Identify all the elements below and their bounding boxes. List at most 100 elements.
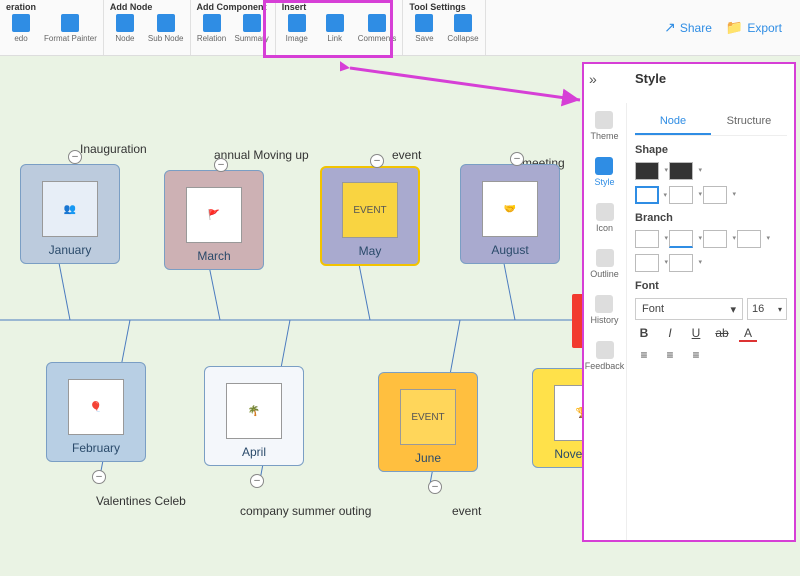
branch-align[interactable] — [737, 230, 761, 248]
node-apr[interactable]: 🌴 April — [204, 366, 304, 466]
shape-border-width[interactable] — [703, 186, 727, 204]
branch-dash[interactable] — [635, 254, 659, 272]
summary-icon — [243, 14, 261, 32]
group-title: Insert — [282, 2, 397, 12]
collapse-toggle[interactable]: – — [68, 150, 82, 164]
link-icon — [326, 14, 344, 32]
strike-button[interactable]: ab — [713, 326, 731, 342]
relation-icon — [203, 14, 221, 32]
link-button[interactable]: Link — [320, 14, 350, 43]
underline-button[interactable]: U — [687, 326, 705, 342]
group-tool-settings: Tool Settings Save Collapse — [403, 0, 485, 55]
comments-button[interactable]: Comments — [358, 14, 397, 43]
share-button[interactable]: ↗Share — [664, 19, 712, 36]
node-label: February — [72, 441, 120, 455]
panel-title: Style — [635, 71, 666, 86]
history-icon — [595, 295, 613, 313]
italic-button[interactable]: I — [661, 326, 679, 342]
collapse-toggle[interactable]: – — [92, 470, 106, 484]
node-button[interactable]: Node — [110, 14, 140, 43]
collapse-toggle[interactable]: – — [214, 158, 228, 172]
node-feb[interactable]: 🎈February — [46, 362, 146, 462]
section-font: Font — [635, 280, 787, 292]
bold-button[interactable]: B — [635, 326, 653, 342]
format-painter-button[interactable]: Format Painter — [44, 14, 97, 43]
node-label: May — [359, 244, 382, 258]
save-button[interactable]: Save — [409, 14, 439, 43]
subnode-icon — [157, 14, 175, 32]
node-label: April — [242, 445, 266, 459]
sidetab-theme[interactable]: Theme — [590, 111, 618, 141]
node-thumb: 👥 — [42, 181, 98, 237]
save-icon — [415, 14, 433, 32]
align-right-button[interactable]: ≡ — [687, 348, 705, 362]
collapse-toggle[interactable]: – — [510, 152, 524, 166]
toolbar: eration edo Format Painter Add Node Node… — [0, 0, 800, 56]
sidetab-history[interactable]: History — [590, 295, 618, 325]
node-jan[interactable]: 👥 January — [20, 164, 120, 264]
node-icon — [116, 14, 134, 32]
branch-line-color[interactable] — [669, 230, 693, 248]
topic-inauguration[interactable]: Inauguration — [80, 142, 147, 156]
panel-collapse-button[interactable]: » — [589, 71, 597, 87]
node-label: August — [491, 243, 528, 257]
node-thumb: 🤝 — [482, 181, 538, 237]
sidetab-icon[interactable]: Icon — [596, 203, 614, 233]
node-thumb: 🌴 — [226, 383, 282, 439]
group-operation: eration edo Format Painter — [0, 0, 104, 55]
font-size-select[interactable]: 16▾ — [747, 298, 787, 320]
collapse-toggle[interactable]: – — [428, 480, 442, 494]
node-mar[interactable]: 🚩 March — [164, 170, 264, 270]
node-label: March — [197, 249, 230, 263]
export-button[interactable]: 📁Export — [726, 19, 782, 36]
collapse-toggle[interactable]: – — [250, 474, 264, 488]
align-left-button[interactable]: ≡ — [635, 348, 653, 362]
branch-shape[interactable] — [703, 230, 727, 248]
topic-valentines[interactable]: Valentines Celeb — [96, 494, 186, 508]
shape-fill[interactable] — [635, 162, 659, 180]
node-jun[interactable]: EVENTJune — [378, 372, 478, 472]
brush-icon — [61, 14, 79, 32]
toolbar-right: ↗Share 📁Export — [664, 0, 800, 55]
branch-arrow[interactable] — [669, 254, 693, 272]
image-icon — [288, 14, 306, 32]
align-center-button[interactable]: ≡ — [661, 348, 679, 362]
tab-node[interactable]: Node — [635, 109, 711, 135]
node-aug[interactable]: 🤝 August — [460, 164, 560, 264]
topic-event-may[interactable]: event — [392, 148, 421, 162]
panel-side-tabs: Theme Style Icon Outline History Feedbac… — [583, 103, 627, 541]
collapse-toggle[interactable]: – — [370, 154, 384, 168]
node-thumb: 🚩 — [186, 187, 242, 243]
collapse-button[interactable]: Collapse — [447, 14, 478, 43]
shape-shadow[interactable] — [669, 162, 693, 180]
topic-event-june[interactable]: event — [452, 504, 481, 518]
topic-summer[interactable]: company summer outing — [240, 504, 371, 518]
summary-button[interactable]: Summary — [235, 14, 269, 43]
redo-icon — [12, 14, 30, 32]
section-branch: Branch — [635, 212, 787, 224]
style-icon — [595, 157, 613, 175]
group-add-component: Add Component Relation Summary — [191, 0, 276, 55]
tab-structure[interactable]: Structure — [711, 109, 787, 135]
redo-button[interactable]: edo — [6, 14, 36, 43]
group-title: Add Node — [110, 2, 184, 12]
comments-icon — [368, 14, 386, 32]
sidetab-style[interactable]: Style — [594, 157, 614, 187]
sidetab-feedback[interactable]: Feedback — [585, 341, 625, 371]
sidetab-outline[interactable]: Outline — [590, 249, 619, 279]
node-label: January — [49, 243, 92, 257]
font-family-select[interactable]: Font▾ — [635, 298, 743, 320]
subnode-button[interactable]: Sub Node — [148, 14, 184, 43]
image-button[interactable]: Image — [282, 14, 312, 43]
shape-border-style[interactable] — [669, 186, 693, 204]
branch-fill[interactable] — [635, 230, 659, 248]
node-may[interactable]: EVENTMay — [320, 166, 420, 266]
export-icon: 📁 — [726, 19, 743, 36]
panel-body: Node Structure Shape Branch Font Font▾ 1… — [627, 103, 795, 541]
icon-icon — [596, 203, 614, 221]
shape-border-color[interactable] — [635, 186, 659, 204]
group-add-node: Add Node Node Sub Node — [104, 0, 191, 55]
topic-moving-up[interactable]: annual Moving up — [214, 148, 309, 162]
font-color-button[interactable]: A — [739, 326, 757, 342]
relation-button[interactable]: Relation — [197, 14, 227, 43]
